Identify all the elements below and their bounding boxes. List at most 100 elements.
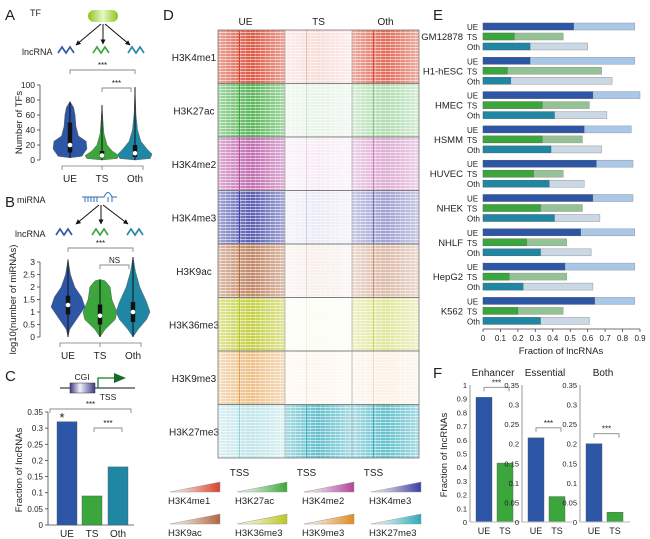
sub-category-label: UE <box>467 57 478 66</box>
y-axis-label: log10(number of miRNAs) <box>8 245 19 355</box>
row-label: H3K36me3 <box>169 320 219 331</box>
legend-label: H3K36me3 <box>235 528 283 539</box>
y-tick-label: 0.25 <box>27 440 43 449</box>
y-tick-label: 0.2 <box>509 440 519 449</box>
lncrna-ue-icon <box>55 227 73 237</box>
y-tick-label: 40 <box>26 125 36 135</box>
sub-category-label: Oth <box>467 180 480 189</box>
sub-category-label: TS <box>467 205 477 214</box>
tss-axis-label: TSS <box>364 468 384 479</box>
y-axis-label: Number of TFs <box>14 91 25 154</box>
lncrna-label: lncRNA <box>22 47 53 57</box>
row-label: H3K27ac <box>173 106 214 117</box>
sub-category-label: TS <box>467 136 477 145</box>
tss-arrow-icon <box>97 377 116 388</box>
sub-category-label: UE <box>467 126 478 135</box>
y-tick-label: 0.3 <box>509 401 519 410</box>
heatmap-row-H3K27me3 <box>218 404 419 458</box>
lncrna-oth-icon <box>127 45 145 55</box>
bar-fraction-UE <box>482 57 531 65</box>
sub-category-label: Oth <box>467 146 480 155</box>
heatmap-row-border <box>217 404 420 459</box>
legend-label: H3K4me2 <box>302 496 344 507</box>
x-tick-label: UE <box>61 351 75 362</box>
heatmap-cell-texture <box>285 190 352 244</box>
arrow-icon <box>104 23 131 46</box>
y-tick-label: 0.25 <box>562 420 577 429</box>
median-point <box>65 302 71 308</box>
x-tick-label: Oth <box>125 351 141 362</box>
sub-category-label: Oth <box>467 317 480 326</box>
heatmap-cell-texture <box>285 30 352 84</box>
x-tick-label: 0.4 <box>547 334 559 343</box>
sub-category-label: TS <box>467 273 477 282</box>
heatmap-cell-texture <box>352 190 419 244</box>
cell-line-label: GM12878 <box>421 32 463 43</box>
cell-line-label: HSMM <box>434 135 463 146</box>
x-tick-label: 0.3 <box>530 334 542 343</box>
bar-fraction-UE <box>482 160 597 168</box>
significance-bracket <box>69 69 136 74</box>
y-tick-label: 0.15 <box>562 459 577 468</box>
bar-fraction-TS <box>482 67 508 75</box>
y-tick-label: 0 <box>463 518 467 527</box>
cell-line-label: HepG2 <box>433 272 463 283</box>
bar-fraction-UE <box>482 262 566 271</box>
sub-category-label: UE <box>467 229 478 238</box>
heatmap-cell-texture <box>218 404 285 458</box>
x-tick-label: 0.1 <box>495 334 507 343</box>
heatmap-cell-texture <box>352 404 419 458</box>
bar-fraction-TS <box>482 101 543 109</box>
x-tick-label: 0.7 <box>600 334 612 343</box>
panel-letter: B <box>5 194 15 211</box>
y-tick-label: 0.1 <box>567 479 577 488</box>
bar-TS <box>606 512 624 523</box>
tss-label: TSS <box>100 392 117 402</box>
panel-letter: C <box>5 368 16 385</box>
heatmap-row-H3K36me3 <box>218 297 419 351</box>
median-point <box>130 309 136 315</box>
tss-axis-label: TSS <box>297 468 317 479</box>
heatmap-cell-texture <box>218 137 285 191</box>
sub-category-label: Oth <box>467 112 480 121</box>
legend-ramp-H3K9me3 <box>303 513 355 525</box>
bar-fraction-TS <box>482 272 510 281</box>
sub-category-label: TS <box>467 33 477 42</box>
x-axis-label: Fraction of lncRNAs <box>519 346 604 357</box>
x-tick-label: 0.5 <box>565 334 577 343</box>
significance-label: *** <box>103 419 112 428</box>
significance-label: *** <box>492 378 501 387</box>
heatmap-row-H3K9me3 <box>218 351 419 405</box>
x-tick-label: 0.6 <box>582 334 594 343</box>
subplot-title: Essential <box>525 368 566 379</box>
y-tick-label: 0 <box>573 518 577 527</box>
column-header: TS <box>312 17 325 28</box>
y-tick-label: 1 <box>30 307 35 317</box>
median-point <box>99 153 105 158</box>
star-marker: * <box>59 410 64 425</box>
cell-line-label: NHLF <box>438 238 463 249</box>
bar-fraction-UE <box>482 297 595 305</box>
row-label: H3K4me2 <box>172 160 217 171</box>
significance-label: *** <box>98 61 107 70</box>
tf-label: TF <box>30 8 41 18</box>
y-tick-label: 0.25 <box>504 420 519 429</box>
cell-line-label: H1-hESC <box>423 66 463 77</box>
y-tick-label: 0.3 <box>567 401 577 410</box>
cgi-box-icon <box>69 382 96 394</box>
sub-category-label: UE <box>467 263 478 272</box>
y-tick-label: 2 <box>30 282 35 292</box>
significance-bracket <box>535 427 562 432</box>
significance-label: *** <box>602 425 611 434</box>
y-tick-label: 0.15 <box>27 473 43 482</box>
y-tick-label: 0 <box>39 521 44 530</box>
panel-letter: E <box>433 7 443 24</box>
bar-fraction-TS <box>482 170 534 178</box>
significance-label: *** <box>112 79 121 88</box>
y-tick-label: 0.7 <box>457 422 467 431</box>
heatmap-cell-texture <box>285 404 352 458</box>
y-tick-label: 100 <box>21 80 35 90</box>
lncrna-oth-icon <box>126 227 144 237</box>
heatmap-cell-texture <box>218 30 285 84</box>
column-header: UE <box>239 17 253 28</box>
